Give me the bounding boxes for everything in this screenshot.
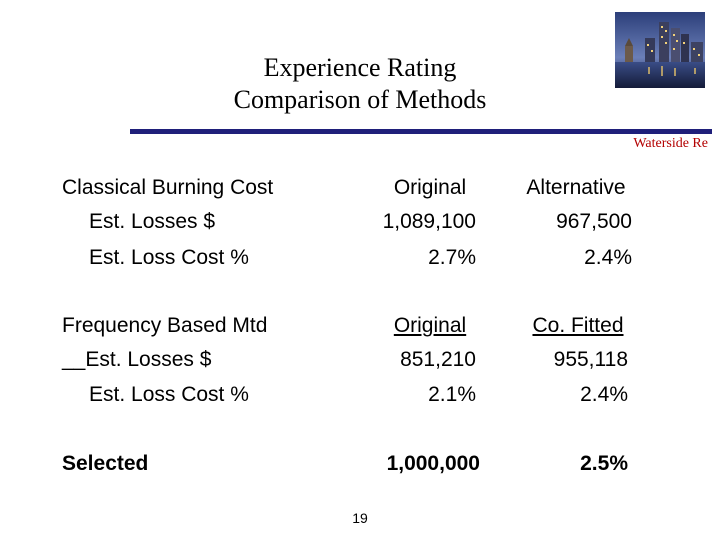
- classical-losses-original: 1,089,100: [382, 210, 476, 233]
- selected-label: Selected: [62, 452, 149, 475]
- frequency-losses-prefix: __: [62, 348, 86, 371]
- classical-col-original-header: Original: [393, 176, 467, 199]
- frequency-losses-fitted: 955,118: [553, 348, 628, 371]
- frequency-losscost-label: Est. Loss Cost %: [89, 383, 249, 406]
- classical-losscost-original: 2.7%: [428, 246, 476, 269]
- selected-loss-cost: 2.5%: [580, 452, 628, 475]
- page-number: 19: [352, 510, 368, 526]
- classical-col-alternative-header: Alternative: [526, 176, 626, 199]
- frequency-losses-original: 851,210: [400, 348, 476, 371]
- classical-losses-alternative: 967,500: [556, 210, 632, 233]
- frequency-col-fitted-header: Co. Fitted: [532, 314, 624, 337]
- classical-losses-label: Est. Losses $: [89, 210, 216, 233]
- company-name: Waterside Re: [633, 136, 708, 151]
- selected-losses: 1,000,000: [386, 452, 480, 475]
- frequency-col-original-header: Original: [393, 314, 467, 337]
- title-rule: [130, 129, 712, 134]
- logo-image: [615, 12, 705, 88]
- frequency-losses-label-text: Est. Losses $: [85, 348, 212, 371]
- frequency-heading: Frequency Based Mtd: [62, 314, 268, 337]
- slide-title: Experience Rating Comparison of Methods: [150, 52, 570, 116]
- classical-losscost-alternative: 2.4%: [584, 246, 632, 269]
- title-line-2: Comparison of Methods: [233, 85, 487, 114]
- frequency-losscost-fitted: 2.4%: [580, 383, 628, 406]
- title-line-1: Experience Rating: [263, 53, 457, 82]
- classical-heading: Classical Burning Cost: [62, 176, 274, 199]
- classical-losscost-label: Est. Loss Cost %: [89, 246, 249, 269]
- frequency-losses-label: __Est. Losses $: [62, 347, 211, 373]
- frequency-losscost-original: 2.1%: [428, 383, 476, 406]
